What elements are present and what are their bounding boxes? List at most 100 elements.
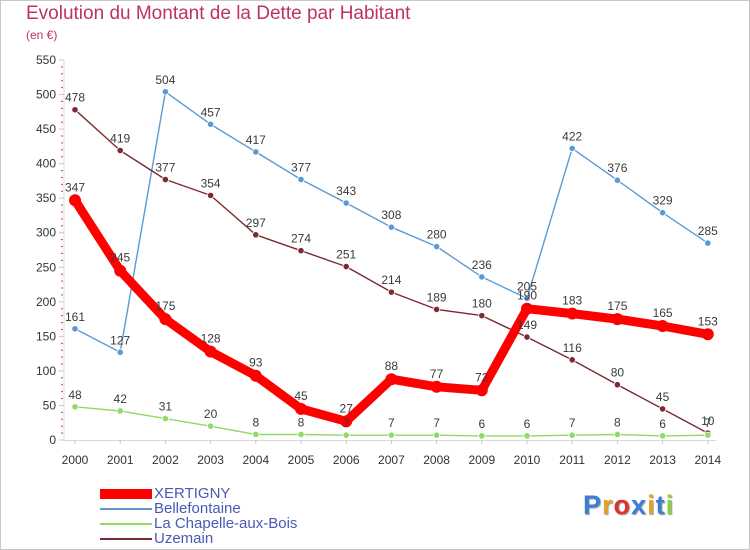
data-point [159, 313, 172, 326]
legend-swatch [100, 508, 152, 510]
data-label: 274 [291, 232, 311, 246]
data-label: 149 [517, 318, 537, 332]
data-label: 8 [252, 415, 259, 429]
data-point [478, 312, 486, 320]
legend-swatch [100, 523, 152, 525]
data-point [385, 373, 398, 386]
legend-label: Bellefontaine [154, 500, 241, 517]
legend-label: XERTIGNY [154, 485, 231, 502]
data-point [432, 431, 441, 439]
data-label: 7 [343, 416, 350, 430]
data-label: 297 [246, 216, 266, 230]
data-label: 417 [246, 133, 266, 147]
data-label: 27 [340, 401, 354, 415]
data-label: 280 [427, 228, 447, 242]
data-point [69, 194, 81, 207]
data-point [297, 175, 305, 184]
data-label: 48 [68, 388, 82, 402]
data-label: 10 [701, 414, 715, 428]
data-point [161, 414, 169, 423]
y-tick-label: 150 [36, 329, 56, 343]
x-tick-label: 2011 [559, 453, 585, 467]
x-tick-label: 2001 [107, 453, 134, 467]
x-tick-label: 2007 [378, 453, 405, 467]
y-tick-label: 350 [36, 191, 56, 205]
data-label: 7 [569, 416, 576, 430]
data-point [387, 431, 395, 439]
data-point [71, 325, 79, 333]
x-tick-label: 2005 [288, 453, 315, 467]
data-point [387, 223, 395, 231]
data-point [566, 307, 579, 320]
logo-letter: i [665, 490, 675, 520]
data-point [207, 120, 215, 128]
data-label: 153 [698, 314, 718, 328]
data-label: 236 [472, 258, 492, 272]
data-point [523, 432, 531, 440]
data-label: 180 [472, 297, 492, 311]
legend-label: Uzemain [154, 530, 214, 547]
data-label: 7 [433, 416, 440, 430]
data-label: 80 [611, 366, 625, 380]
chart-title: Evolution du Montant de la Dette par Hab… [26, 3, 411, 24]
data-point [568, 356, 576, 364]
data-label: 7 [704, 416, 711, 430]
data-label: 205 [517, 279, 537, 293]
logo-letter: o [613, 490, 632, 520]
y-tick-label: 550 [36, 53, 56, 67]
data-label: 20 [204, 407, 218, 421]
data-point [523, 333, 531, 341]
data-label: 354 [201, 176, 221, 190]
chart-subtitle: (en €) [26, 28, 58, 42]
data-label: 127 [110, 333, 130, 347]
data-point [701, 328, 714, 341]
x-tick-label: 2002 [152, 453, 179, 467]
legend-swatch [100, 489, 152, 499]
x-tick-label: 2004 [242, 453, 269, 467]
x-tick-label: 2010 [514, 453, 541, 467]
data-label: 8 [298, 415, 305, 429]
data-label: 8 [614, 415, 621, 429]
data-label: 7 [388, 416, 395, 430]
legend-label: La Chapelle-aux-Bois [154, 515, 298, 532]
y-tick-label: 200 [36, 295, 56, 309]
data-label: 422 [562, 129, 582, 143]
data-point [207, 191, 215, 200]
data-label: 6 [478, 417, 485, 431]
data-label: 343 [336, 184, 356, 198]
data-label: 478 [65, 91, 85, 105]
data-label: 183 [562, 294, 582, 308]
data-label: 45 [656, 390, 670, 404]
data-point [432, 305, 441, 314]
data-label: 128 [201, 332, 221, 346]
y-tick-label: 0 [49, 433, 56, 447]
data-point [252, 231, 260, 239]
data-point [523, 294, 531, 302]
data-point [249, 369, 262, 382]
data-point [252, 148, 260, 156]
proxiti-logo: Proxiti [583, 490, 674, 521]
data-point [342, 199, 350, 207]
data-label: 6 [659, 417, 666, 431]
data-label: 376 [607, 161, 627, 175]
data-point [656, 320, 669, 332]
data-label: 116 [563, 341, 582, 355]
logo-letter: t [655, 490, 666, 520]
x-tick-label: 2009 [468, 453, 495, 467]
legend-swatch [100, 538, 152, 540]
data-point [613, 176, 622, 184]
data-point [658, 209, 667, 217]
data-point [116, 146, 124, 155]
data-point [161, 88, 169, 96]
data-point [704, 431, 712, 439]
data-label: 419 [110, 132, 130, 146]
data-point [521, 302, 533, 315]
data-point [340, 415, 353, 428]
data-label: 285 [698, 224, 718, 238]
data-label: 189 [427, 290, 447, 304]
data-point [342, 431, 350, 439]
data-point [204, 345, 217, 358]
data-point [387, 288, 395, 296]
data-label: 45 [294, 389, 308, 403]
